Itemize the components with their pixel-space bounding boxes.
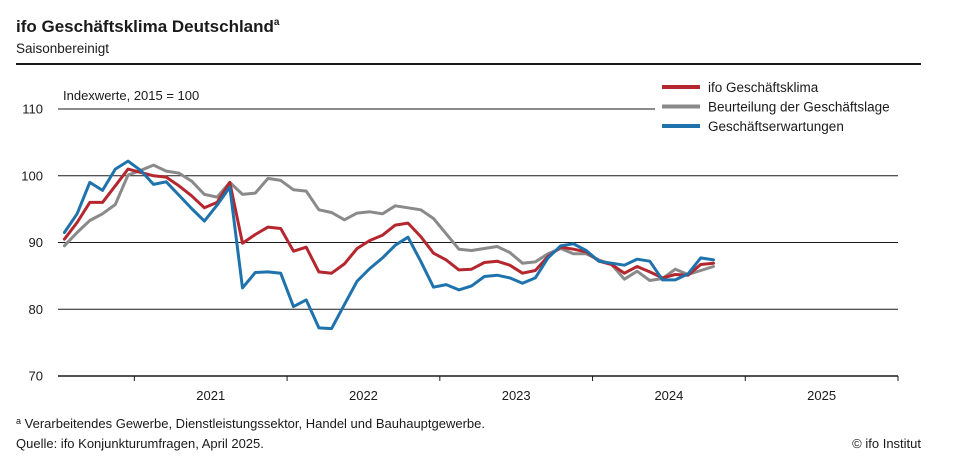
x-tick-label: 2022 xyxy=(349,388,378,403)
y-tick-label: 90 xyxy=(29,235,43,250)
x-tick-label: 2025 xyxy=(807,388,836,403)
copyright-note: © ifo Institut xyxy=(852,436,921,451)
chart-title-text: ifo Geschäftsklima Deutschland xyxy=(16,17,274,36)
x-tick-label: 2023 xyxy=(502,388,531,403)
footnote-marker: a xyxy=(16,416,22,426)
footnote-text: Verarbeitendes Gewerbe, Dienstleistungss… xyxy=(24,416,485,431)
y-axis-label: Indexwerte, 2015 = 100 xyxy=(63,88,199,103)
y-axis-tick-labels: 70 80 90 100 110 xyxy=(21,102,43,384)
legend: ifo Geschäftsklima Beurteilung der Geschä… xyxy=(655,74,905,138)
legend-entry-label: Geschäftserwartungen xyxy=(708,119,844,134)
legend-entry-label: Beurteilung der Geschäftslage xyxy=(708,100,890,115)
y-tick-label: 100 xyxy=(21,168,43,183)
series-line-1 xyxy=(62,167,715,280)
y-tick-label: 110 xyxy=(22,102,43,117)
x-axis: 2021 2022 2023 2024 2025 xyxy=(58,375,899,403)
x-tick-label: 2021 xyxy=(196,388,225,403)
chart-subtitle: Saisonbereinigt xyxy=(16,41,110,56)
title-footnote-marker: a xyxy=(273,17,280,28)
series-line-3 xyxy=(62,159,715,331)
index-label-background xyxy=(58,84,218,104)
series-lines xyxy=(62,159,715,331)
y-tick-label: 80 xyxy=(29,302,43,317)
y-tick-label: 70 xyxy=(29,369,43,384)
source-note: Quelle: ifo Konjunkturumfragen, April 20… xyxy=(16,436,264,451)
legend-entry-label: ifo Geschäftsklima xyxy=(708,80,819,95)
footnote: a Verarbeitendes Gewerbe, Dienstleistung… xyxy=(16,416,485,431)
chart-title: ifo Geschäftsklima Deutschlanda xyxy=(16,17,279,37)
header-divider xyxy=(16,63,921,65)
gridlines xyxy=(58,108,898,310)
x-tick-label: 2024 xyxy=(654,388,683,403)
